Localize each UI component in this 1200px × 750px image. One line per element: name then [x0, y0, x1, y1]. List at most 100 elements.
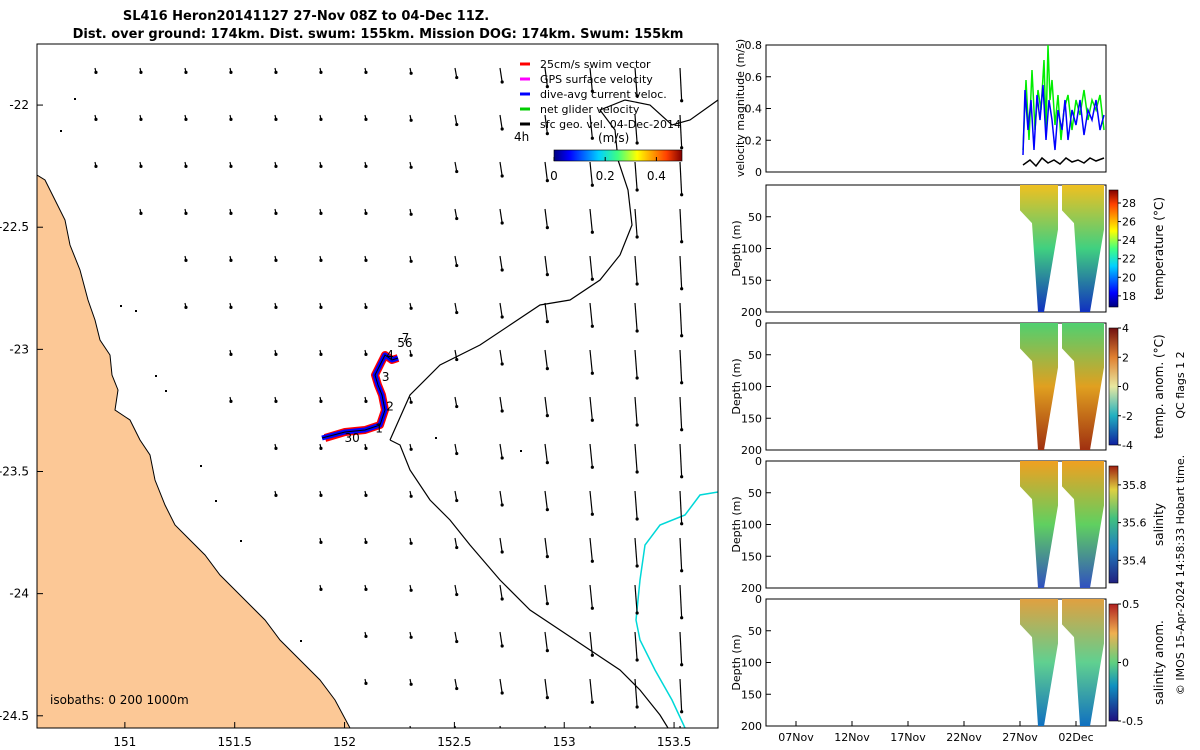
heatmap-panel-3: 0 50 100 150 200 Depth (m) -0.5 0 0.5 salinity an…: [730, 593, 1166, 744]
track-day-label-4: 2: [386, 399, 394, 413]
track-day-label-0: 7: [402, 331, 410, 345]
isobath-200m: [389, 439, 669, 728]
legend-item-3: net glider velocity: [540, 103, 640, 116]
heatmap-panel-0: 50 100 150 200 Depth (m) 18 20 22 24 26 28 temperat…: [730, 184, 1166, 319]
legend-item-1: GPS surface velocity: [540, 73, 653, 86]
heatmap1-ylabel: Depth (m): [730, 358, 743, 414]
velocity-geo-line: [1022, 156, 1105, 168]
track-day-label-5: 1: [375, 421, 383, 435]
legend-item-2: dive-avg current veloc.: [540, 88, 667, 101]
track-day-label-6: 30: [345, 431, 360, 445]
time-xtick-3: 22Nov: [946, 731, 982, 744]
islands: [60, 98, 522, 642]
legend-item-0: 25cm/s swim vector: [540, 58, 651, 71]
heatmap2-ytick-0: 0: [755, 455, 762, 468]
heatmap1-ytick-2: 100: [741, 381, 762, 394]
heatmap1-ytick-3: 150: [741, 412, 762, 425]
heatmap0-cbtick-1: 20: [1122, 271, 1136, 284]
heatmap3-cbtick-0: -0.5: [1122, 715, 1143, 728]
velocity-ytick-0: 0: [755, 166, 762, 179]
map-ytick-0: -22: [9, 98, 29, 112]
velocity-ylabel: velocity magnitude (m/s): [734, 39, 747, 177]
glider-track: [321, 351, 400, 442]
heatmap1-cbtick-3: 2: [1122, 351, 1129, 364]
colorbar-tick-0: 0: [550, 169, 558, 183]
heatmap0-ytick-2: 150: [741, 274, 762, 287]
time-xtick-0: 07Nov: [778, 731, 814, 744]
map-frame: [36, 43, 719, 729]
heatmap2-ylabel: Depth (m): [730, 496, 743, 552]
legend-item-4: sfc geo. vel. 04-Dec-2014: [540, 118, 681, 131]
time-xtick-2: 17Nov: [890, 731, 926, 744]
heatmap0-cbar-label: temperature (°C): [1152, 197, 1166, 300]
heatmap2-ytick-3: 150: [741, 550, 762, 563]
track-day-label-2: 4: [386, 348, 394, 362]
heatmap2-cbtick-0: 35.4: [1122, 554, 1147, 567]
heatmap2-cbar-label: salinity: [1152, 503, 1166, 546]
chart-title-line1: SL416 Heron20141127 27-Nov 08Z to 04-Dec…: [123, 9, 489, 24]
colorbar-ticks: 0 0.2 0.4: [550, 157, 666, 183]
colorbar-tick-2: 0.4: [647, 169, 666, 183]
map-xtick-4: 153: [553, 735, 576, 749]
heatmap3-cbtick-2: 0.5: [1122, 598, 1140, 611]
heatmap1-ytick-4: 200: [741, 444, 762, 457]
qc-flags-note: QC flags 1 2: [1174, 351, 1187, 418]
map-axis-ticks: 151 151.5 152 152.5 153 153.5 -22 -22.5 -23 -23.5…: [0, 98, 691, 749]
heatmap0-cbtick-3: 24: [1122, 234, 1136, 247]
chart-title-line2: Dist. over ground: 174km. Dist. swum: 15…: [73, 27, 684, 42]
sfc-geo-velocity-arrows: [94, 67, 684, 728]
velocity-panel: 0 0.2 0.4 0.6 0.8 velocity magnitude (m/s): [734, 39, 1107, 179]
footer-note: © IMOS 15-Apr-2024 14:58:33 Hobart time.: [1174, 455, 1187, 695]
velocity-ytick-1: 0.2: [745, 134, 763, 147]
map-legend: 25cm/s swim vector GPS surface velocity di…: [520, 58, 681, 131]
heatmap2-cbtick-2: 35.8: [1122, 479, 1147, 492]
heatmap3-ytick-2: 100: [741, 657, 762, 670]
isobaths-label: isobaths: 0 200 1000m: [50, 693, 189, 707]
map-xtick-0: 151: [113, 735, 136, 749]
heatmap0-cbtick-5: 28: [1122, 197, 1136, 210]
heatmap0-cbtick-0: 18: [1122, 290, 1136, 303]
colorbar: [553, 149, 683, 162]
track-day-label-3: 3: [382, 370, 390, 384]
velocity-ytick-4: 0.8: [745, 39, 763, 52]
colorbar-label: (m/s): [598, 131, 629, 145]
isobath-cyan: [635, 491, 718, 728]
map-ytick-1: -22.5: [0, 220, 29, 234]
heatmap2-ytick-2: 100: [741, 519, 762, 532]
heatmap1-ytick-0: 0: [755, 317, 762, 330]
map-xtick-1: 151.5: [218, 735, 252, 749]
velocity-dive-avg-line: [1022, 84, 1105, 156]
heatmap1-cbar-label: temp. anom. (°C): [1152, 334, 1166, 438]
map-panel: SL416 Heron20141127 27-Nov 08Z to 04-Dec…: [0, 9, 719, 749]
heatmap1-cbtick-4: 4: [1122, 322, 1129, 335]
heatmap0-ytick-3: 200: [741, 306, 762, 319]
colorbar-tick-1: 0.2: [596, 169, 615, 183]
heatmap2-ytick-4: 200: [741, 582, 762, 595]
heatmap3-cbtick-1: 0: [1122, 657, 1129, 670]
time-xtick-5: 02Dec: [1058, 731, 1093, 744]
heatmap0-cbtick-4: 26: [1122, 216, 1136, 229]
map-ytick-2: -23: [9, 342, 29, 356]
heatmap1-cbtick-1: -2: [1122, 410, 1133, 423]
heatmap0-ytick-0: 50: [748, 211, 762, 224]
legend-time-label: 4h: [514, 130, 529, 144]
velocity-ytick-3: 0.6: [745, 71, 763, 84]
map-xtick-3: 152.5: [437, 735, 471, 749]
heatmap0-ytick-1: 100: [741, 243, 762, 256]
heatmap3-ytick-1: 50: [748, 625, 762, 638]
heatmap2-ytick-1: 50: [748, 487, 762, 500]
map-ytick-4: -24: [9, 587, 29, 601]
heatmap-panel-2: 0 50 100 150 200 Depth (m) 35.4 35.6 35.8 salinit…: [730, 455, 1166, 595]
heatmap3-ytick-3: 150: [741, 688, 762, 701]
heatmap-panel-1: 0 50 100 150 200 Depth (m) -4 -2 0 2 4 temp. anom. …: [730, 317, 1166, 457]
heatmap0-ylabel: Depth (m): [730, 220, 743, 276]
map-xtick-2: 152: [333, 735, 356, 749]
heatmap0-cbtick-2: 22: [1122, 253, 1136, 266]
track-day-label-1: 56: [397, 336, 412, 350]
time-xtick-4: 27Nov: [1002, 731, 1038, 744]
time-xtick-1: 12Nov: [834, 731, 870, 744]
track-line: [321, 354, 399, 439]
